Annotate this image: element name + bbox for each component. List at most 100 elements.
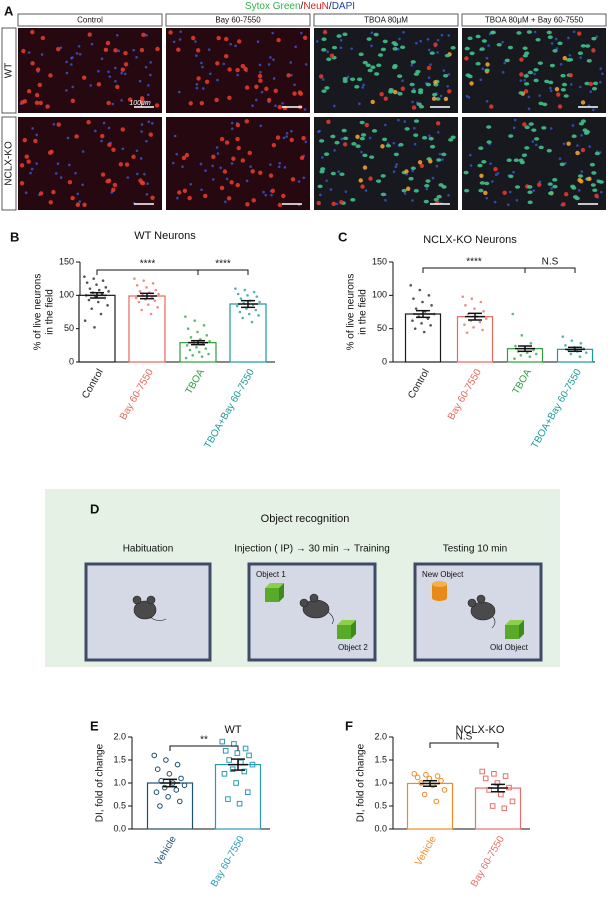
cell — [113, 48, 118, 53]
cell — [580, 100, 586, 105]
nucleus — [303, 108, 307, 111]
column-header: TBOA 80μM + Bay 60-7550 — [485, 16, 584, 25]
y-tick-label: 100 — [59, 290, 74, 300]
cell — [392, 89, 398, 95]
nucleus — [138, 79, 142, 83]
cell — [227, 67, 232, 72]
cell — [441, 152, 447, 157]
nucleus — [269, 163, 272, 166]
cell — [594, 193, 599, 199]
cell — [464, 46, 470, 51]
data-point — [205, 334, 209, 337]
cell — [380, 174, 386, 178]
nucleus — [339, 38, 343, 42]
cell — [424, 183, 430, 188]
nucleus — [568, 53, 572, 57]
data-point — [153, 789, 160, 796]
nucleus — [436, 38, 440, 42]
bar — [78, 294, 116, 363]
data-point — [90, 307, 94, 310]
nucleus — [599, 67, 602, 70]
cell — [258, 78, 263, 83]
nucleus — [431, 176, 435, 180]
cell — [514, 185, 521, 189]
nucleus — [194, 40, 197, 43]
nucleus — [35, 133, 39, 137]
nucleus — [425, 187, 429, 191]
nucleus — [441, 158, 444, 161]
data-point — [208, 340, 211, 343]
cell — [329, 53, 335, 58]
nucleus — [489, 162, 492, 165]
cell — [566, 141, 571, 146]
cell — [592, 81, 599, 86]
cell — [380, 47, 387, 52]
data-point — [83, 275, 86, 278]
data-point — [176, 798, 183, 805]
cell — [575, 150, 580, 156]
nucleus — [102, 121, 106, 125]
data-point — [163, 757, 169, 763]
cell — [376, 63, 382, 68]
data-point — [134, 296, 138, 300]
cell — [381, 137, 388, 142]
nucleus — [370, 44, 373, 48]
nucleus — [491, 180, 494, 183]
cell — [506, 158, 512, 163]
cell — [168, 30, 173, 35]
y-tick-label: 150 — [372, 256, 387, 266]
cell — [380, 144, 385, 149]
cell — [235, 67, 240, 73]
significance-bracket — [524, 267, 576, 273]
nucleus — [35, 162, 38, 165]
cell — [469, 51, 475, 56]
nucleus — [76, 192, 80, 196]
nucleus — [508, 190, 512, 194]
nucleus — [413, 142, 417, 146]
cell — [105, 179, 110, 184]
bar — [229, 303, 267, 363]
cell — [591, 48, 596, 53]
object-label: Object 2 — [338, 643, 368, 652]
cell — [362, 165, 368, 170]
cell — [38, 100, 43, 106]
cell — [362, 153, 368, 158]
nucleus — [512, 126, 516, 130]
cell — [562, 55, 568, 61]
cell — [546, 148, 552, 153]
nucleus — [29, 171, 32, 175]
nucleus — [413, 126, 416, 130]
cell — [34, 100, 40, 105]
column-header: Bay 60-7550 — [215, 16, 261, 25]
cell — [268, 173, 274, 178]
cell — [211, 154, 216, 160]
nucleus — [290, 129, 293, 133]
panel-label: D — [90, 501, 99, 516]
nucleus — [100, 57, 104, 60]
nucleus — [439, 94, 443, 98]
data-point — [186, 327, 190, 330]
cell — [70, 195, 75, 201]
nucleus — [229, 42, 232, 46]
significance-label: N.S — [456, 732, 473, 743]
data-point — [479, 300, 483, 304]
data-point — [178, 775, 184, 782]
x-tick-label: Bay 60-7550 — [118, 367, 156, 422]
nucleus — [81, 150, 85, 153]
cell — [413, 119, 420, 123]
nucleus — [259, 70, 262, 74]
data-point — [146, 303, 150, 306]
bar — [456, 316, 494, 363]
cell — [524, 146, 530, 150]
nucleus — [394, 165, 398, 169]
cell — [359, 120, 365, 125]
cell — [320, 167, 326, 171]
cell — [26, 159, 31, 164]
nucleus — [599, 80, 602, 84]
nucleus — [283, 166, 287, 169]
nucleus — [56, 162, 60, 166]
cell — [507, 45, 514, 50]
nucleus — [527, 107, 531, 111]
significance-bracket — [429, 742, 499, 748]
